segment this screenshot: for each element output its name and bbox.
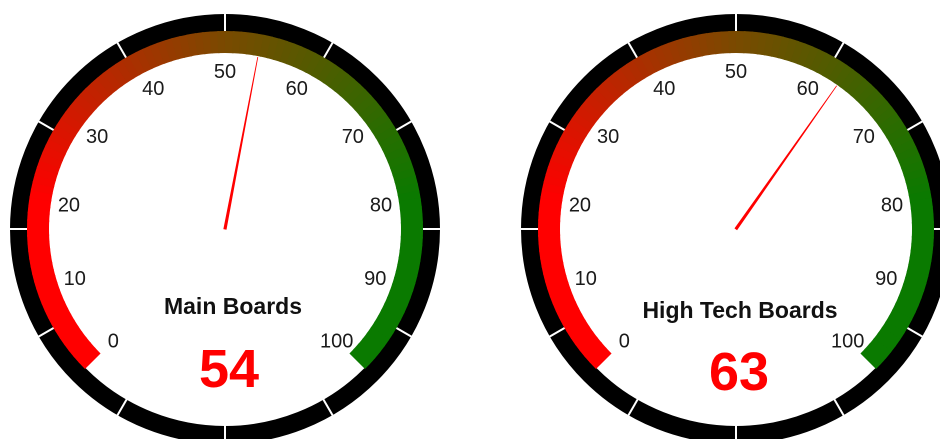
gauge-title: Main Boards — [164, 293, 302, 319]
tick-label-20: 20 — [58, 194, 80, 216]
tick-label-30: 30 — [597, 126, 619, 148]
bezel-separator — [833, 398, 846, 418]
tick-label-90: 90 — [364, 268, 386, 290]
gauge-value-readout: 63 — [709, 342, 769, 402]
tick-label-20: 20 — [569, 194, 591, 216]
bezel-separator — [115, 40, 128, 60]
tick-label-0: 0 — [108, 331, 119, 353]
gauge-needle — [734, 85, 837, 231]
gauge-band-segment — [860, 348, 882, 370]
tick-label-40: 40 — [142, 78, 164, 100]
tick-label-100: 100 — [831, 331, 864, 353]
bezel-separator — [626, 398, 639, 418]
gauge-needle — [223, 57, 259, 230]
gauge-main-boards: 0 10 20 30 40 50 60 70 80 90 100 Main Boards 54 — [8, 12, 442, 439]
gauge-title: High Tech Boards — [642, 297, 837, 323]
gauge-band-segment — [349, 348, 371, 370]
tick-label-50: 50 — [214, 61, 236, 83]
tick-label-10: 10 — [575, 268, 597, 290]
bezel-separator — [115, 398, 128, 418]
tick-label-70: 70 — [853, 126, 875, 148]
tick-label-50: 50 — [725, 61, 747, 83]
tick-label-90: 90 — [875, 268, 897, 290]
tick-label-100: 100 — [320, 331, 353, 353]
tick-label-40: 40 — [653, 78, 675, 100]
tick-label-60: 60 — [797, 78, 819, 100]
bezel-separator — [36, 326, 56, 339]
bezel-separator — [394, 119, 414, 132]
tick-label-60: 60 — [286, 78, 308, 100]
bezel-separator — [833, 40, 846, 60]
bezel-separator — [905, 326, 925, 339]
bezel-separator — [547, 119, 567, 132]
tick-label-0: 0 — [619, 331, 630, 353]
bezel-separator — [322, 40, 335, 60]
bezel-separator — [547, 326, 567, 339]
tick-label-80: 80 — [881, 194, 903, 216]
bezel-separator — [905, 119, 925, 132]
bezel-separator — [626, 40, 639, 60]
gauge-value-readout: 54 — [199, 339, 259, 399]
tick-label-30: 30 — [86, 126, 108, 148]
bezel-separator — [36, 119, 56, 132]
bezel-separator — [394, 326, 414, 339]
tick-label-10: 10 — [64, 268, 86, 290]
tick-label-70: 70 — [342, 126, 364, 148]
tick-label-80: 80 — [370, 194, 392, 216]
bezel-separator — [322, 398, 335, 418]
